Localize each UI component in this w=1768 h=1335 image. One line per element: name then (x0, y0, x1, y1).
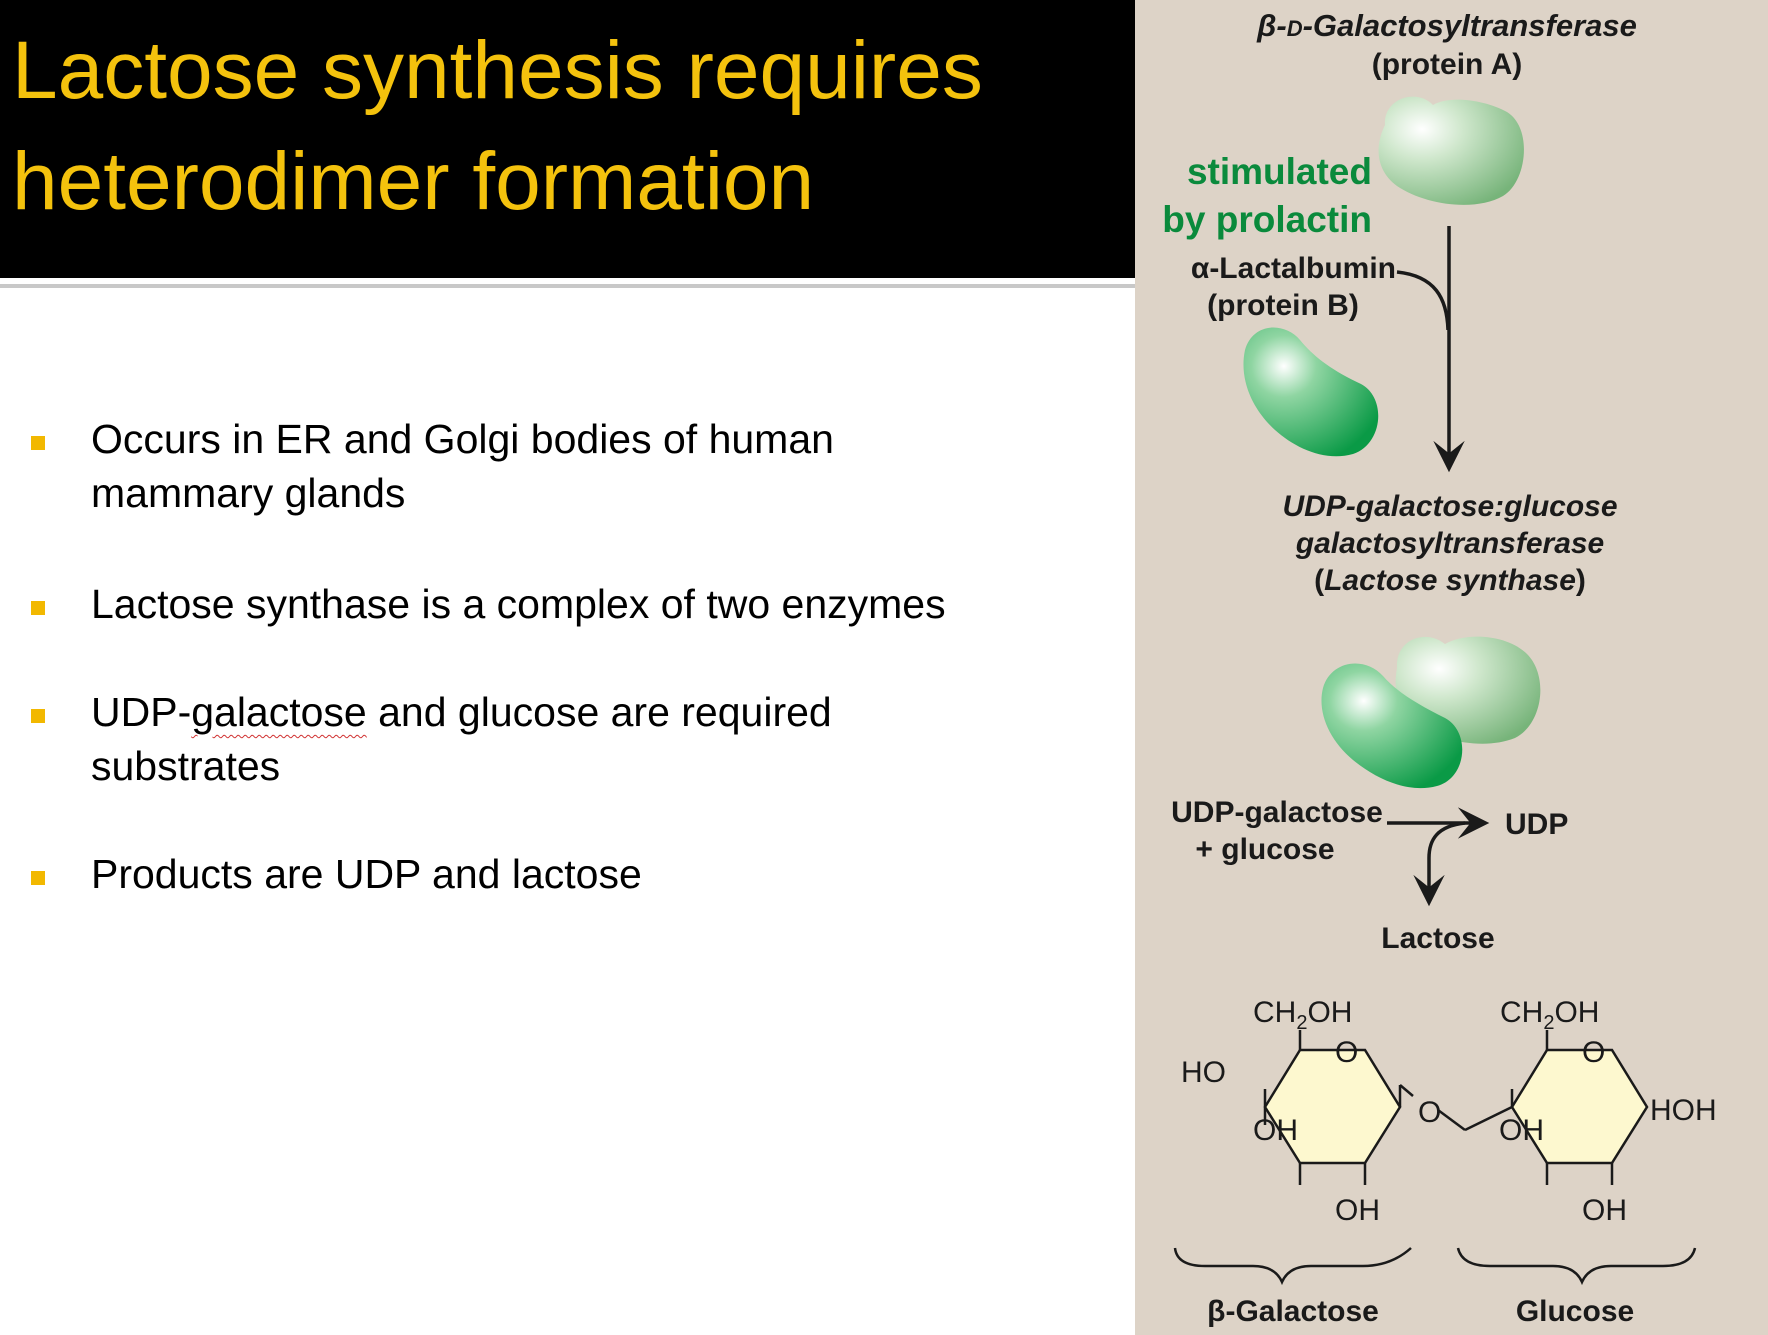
bullet-marker-icon (31, 601, 45, 615)
title-divider (0, 284, 1135, 288)
enzyme-common-name: Lactose synthase (1324, 564, 1576, 597)
glycosidic-bond-right (1437, 1108, 1466, 1132)
beta-galactose-label: β-Galactose (1207, 1295, 1379, 1328)
glc-oh-bottom: OH (1582, 1194, 1627, 1227)
stimulated-text: stimulated (1187, 151, 1372, 192)
glc-ring-oxygen: O (1582, 1036, 1605, 1069)
bullet-text-segment: UDP- (91, 689, 192, 735)
galactose-brace (1173, 1247, 1412, 1286)
enzyme-name-line-2: galactosyltransferase (1295, 527, 1605, 560)
bullet-text-line: substrates (91, 743, 281, 789)
substrate-glucose: + glucose (1195, 833, 1334, 866)
glc-hoh: HOH (1650, 1094, 1717, 1127)
gal-ch2oh: CH2OH (1253, 996, 1352, 1034)
down-arrow-icon (1413, 821, 1466, 907)
protein-a-name-smallcaps: D (1287, 16, 1303, 41)
product-lactose: Lactose (1381, 922, 1494, 955)
protein-a-shape (1378, 96, 1524, 205)
protein-a-name-prefix: β- (1256, 8, 1287, 43)
protein-a-name: β-D-Galactosyltransferase (1256, 8, 1637, 43)
spellcheck-flagged-word: galactose (191, 689, 367, 735)
bullet-text-line: UDP-galactose and glucose are required (91, 685, 832, 739)
enzyme-name-line-1: UDP-galactose:glucose (1282, 490, 1617, 523)
product-udp: UDP (1505, 808, 1568, 841)
bullet-text-line: mammary glands (91, 470, 406, 516)
bridge-oxygen: O (1418, 1096, 1441, 1129)
enzyme-paren-close: ) (1576, 564, 1586, 597)
enzyme-name-line-3: (Lactose synthase) (1314, 564, 1586, 597)
bullet-text-line: Occurs in ER and Golgi bodies of human (91, 416, 834, 462)
gal-ring-oxygen: O (1335, 1036, 1358, 1069)
glc-c4-bond (1464, 1105, 1513, 1132)
protein-b-name: α-Lactalbumin (1191, 252, 1396, 285)
bullet-marker-icon (31, 871, 45, 885)
glc-ch2oh: CH2OH (1500, 996, 1599, 1034)
bullet-text-line: Products are UDP and lactose (91, 851, 642, 897)
protein-a-label: (protein A) (1372, 48, 1523, 81)
substrate-udp-galactose: UDP-galactose (1171, 796, 1383, 829)
protein-b-shape (1243, 327, 1379, 457)
glc-oh-inner: OH (1499, 1114, 1544, 1147)
glucose-brace (1456, 1247, 1697, 1286)
by-prolactin-text: by prolactin (1162, 199, 1372, 240)
protein-b-label: (protein B) (1207, 289, 1359, 322)
complex-protein-b-shape (1321, 663, 1463, 789)
enzyme-paren-open: ( (1314, 564, 1324, 597)
glucose-label: Glucose (1516, 1295, 1634, 1328)
slide-title-line-1: Lactose synthesis requires (12, 25, 983, 116)
lactose-synthase-figure: β-D-Galactosyltransferase (protein A) st… (1135, 0, 1768, 1335)
glycosidic-bond-left (1399, 1084, 1414, 1097)
bullet-marker-icon (31, 709, 45, 723)
bullet-marker-icon (31, 436, 45, 450)
title-bar: Lactose synthesis requires heterodimer f… (0, 0, 1135, 278)
bullet-text-segment: and glucose are required (366, 689, 832, 735)
figure-diagram: β-D-Galactosyltransferase (protein A) st… (1162, 8, 1717, 1328)
gal-oh-inner: OH (1253, 1114, 1298, 1147)
bullet-text-line: Lactose synthase is a complex of two enz… (91, 581, 946, 627)
gal-oh-bottom: OH (1335, 1194, 1380, 1227)
slide-title-line-2: heterodimer formation (12, 136, 815, 227)
protein-a-name-rest: -Galactosyltransferase (1303, 8, 1637, 43)
merge-arrow-curve (1396, 270, 1450, 331)
gal-ho: HO (1181, 1056, 1226, 1089)
